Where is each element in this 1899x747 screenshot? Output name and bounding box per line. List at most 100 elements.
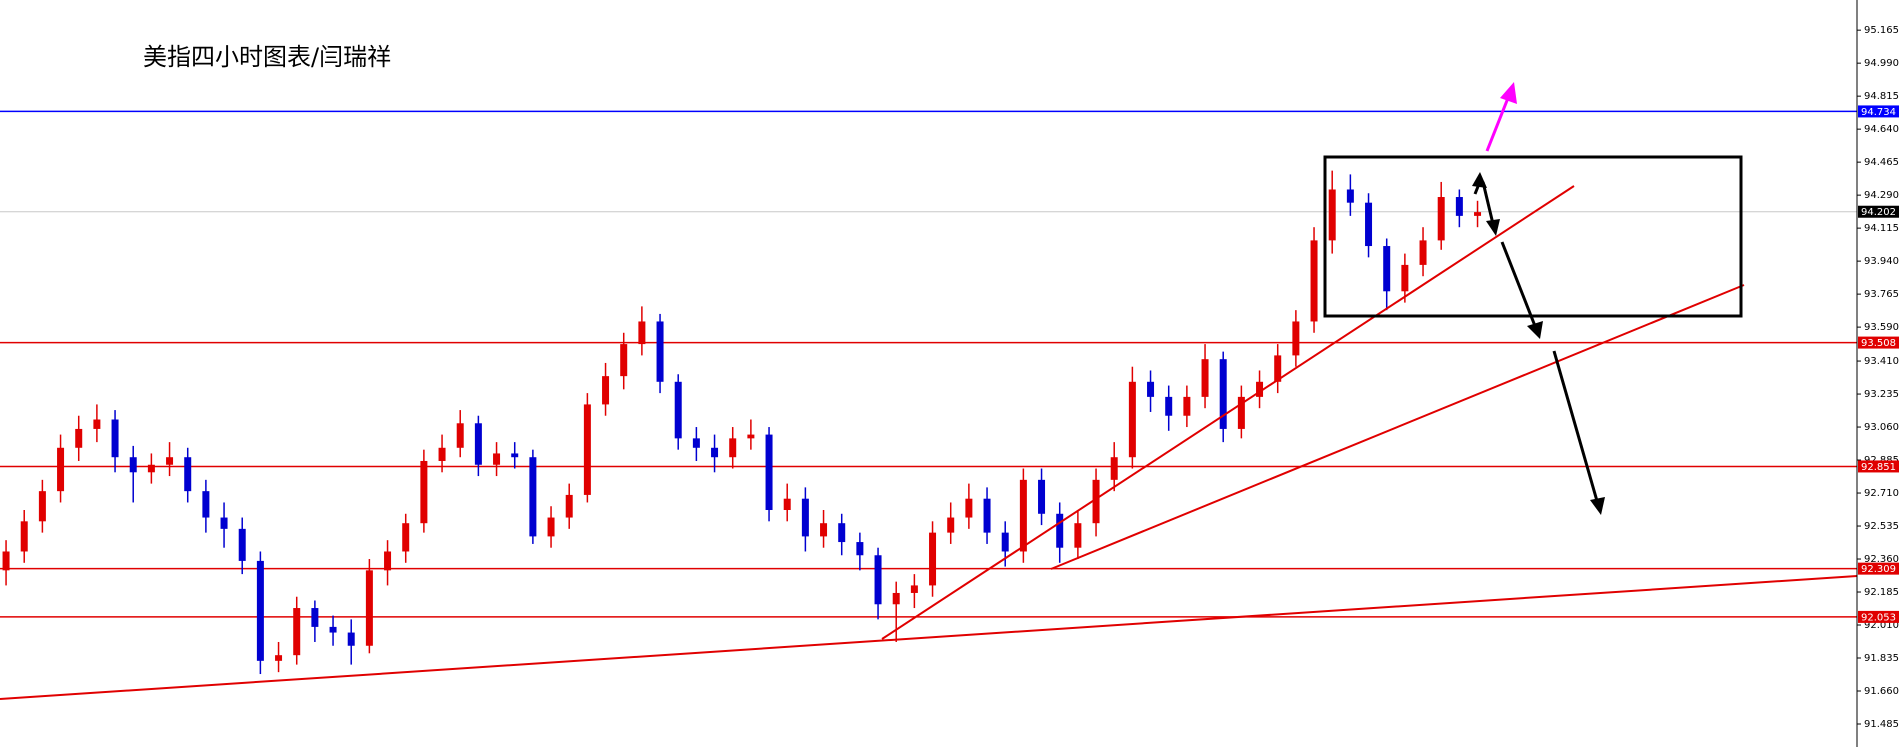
candle-body <box>129 457 137 473</box>
candle-body <box>711 447 719 458</box>
candle-body <box>1092 479 1100 524</box>
range-box <box>1323 155 1743 318</box>
candle-body <box>983 498 991 533</box>
candle-body <box>238 528 246 561</box>
candle-body <box>1219 359 1227 429</box>
arrow-head <box>1590 497 1605 515</box>
level-label-box <box>1858 105 1899 118</box>
candle-body <box>838 523 846 543</box>
y-tick-label: 92.010 <box>1864 620 1899 631</box>
arrow-head <box>1500 82 1517 104</box>
level-label-box <box>1858 460 1899 473</box>
candle-body <box>820 523 828 537</box>
trend-line <box>0 575 1858 700</box>
levels <box>0 110 1857 618</box>
candle-body <box>1455 197 1463 216</box>
candle-body <box>1365 202 1373 247</box>
candle-body <box>529 457 537 537</box>
candle-body <box>202 491 210 518</box>
candle-body <box>565 494 573 518</box>
level-label: 92.851 <box>1861 462 1896 473</box>
candle-body <box>638 321 646 345</box>
candle-body <box>365 570 373 646</box>
candle-body <box>1147 381 1155 397</box>
candle-body <box>620 344 628 377</box>
candle-body <box>1383 246 1391 292</box>
candle-body <box>2 551 10 571</box>
candle-body <box>1310 240 1318 322</box>
candle-body <box>1346 189 1354 203</box>
y-tick-label: 93.410 <box>1864 356 1899 367</box>
level-label: 93.508 <box>1861 338 1896 349</box>
candle-body <box>929 532 937 586</box>
y-tick-label: 94.115 <box>1864 223 1899 234</box>
candle-body <box>692 438 700 448</box>
level-label-box <box>1858 336 1899 349</box>
candle-body <box>947 517 955 533</box>
y-tick-label: 92.535 <box>1864 521 1899 532</box>
candle-body <box>765 434 773 511</box>
y-tick-label: 94.990 <box>1864 58 1899 69</box>
chart-title: 美指四小时图表/闫瑞祥 <box>143 43 391 71</box>
candle-body <box>275 655 283 661</box>
candle-body <box>1056 513 1064 548</box>
trend-line <box>881 185 1575 640</box>
candle-body <box>583 404 591 495</box>
candle-body <box>729 438 737 458</box>
annotations <box>0 82 1858 700</box>
candle-body <box>856 542 864 556</box>
y-tick-label: 91.835 <box>1864 653 1899 664</box>
candle-body <box>347 632 355 646</box>
y-tick-label: 92.710 <box>1864 488 1899 499</box>
level-label: 92.309 <box>1861 564 1896 575</box>
candle-body <box>420 460 428 524</box>
candle-body <box>166 457 174 465</box>
candle-body <box>965 498 973 518</box>
candle-body <box>1256 381 1264 397</box>
y-tick-label: 91.485 <box>1864 719 1899 730</box>
y-tick-label: 94.640 <box>1864 124 1899 135</box>
y-tick-label: 94.815 <box>1864 91 1899 102</box>
candle-body <box>402 523 410 552</box>
y-tick-label: 93.235 <box>1864 389 1899 400</box>
candle-body <box>1292 321 1300 356</box>
y-tick-label: 93.940 <box>1864 256 1899 267</box>
candle-body <box>20 521 28 552</box>
candle-body <box>1074 523 1082 548</box>
arrow-head <box>1527 321 1543 339</box>
level-label-box <box>1858 610 1899 623</box>
candle-body <box>1001 532 1009 552</box>
candle-body <box>1419 240 1427 265</box>
level-labels: 94.734 94.202 93.508 92.851 92.309 92.053 <box>1858 105 1899 623</box>
candle-body <box>256 560 264 661</box>
y-tick-label: 93.765 <box>1864 289 1899 300</box>
y-tick-label: 92.185 <box>1864 587 1899 598</box>
y-tick-label: 92.360 <box>1864 554 1899 565</box>
candle-body <box>1237 396 1245 429</box>
candle-body <box>1274 355 1282 382</box>
candle-body <box>1401 264 1409 292</box>
candle-body <box>293 608 301 656</box>
candle-body <box>656 321 664 382</box>
price-axis-labels: 95.165 94.990 94.815 94.640 94.465 94.290 94.1… <box>1857 25 1899 730</box>
candles <box>2 170 1482 675</box>
y-tick-label: 91.660 <box>1864 686 1899 697</box>
candle-body <box>1437 197 1445 241</box>
candle-body <box>1328 189 1336 241</box>
level-label-box <box>1858 562 1899 575</box>
candle-body <box>111 419 119 458</box>
candle-body <box>438 447 446 461</box>
candle-body <box>329 626 337 633</box>
level-label: 94.734 <box>1861 107 1896 118</box>
arrow <box>1481 181 1495 225</box>
candle-body <box>1110 457 1118 480</box>
y-tick-label: 94.290 <box>1864 190 1899 201</box>
candle-body <box>874 555 882 605</box>
candle-body <box>674 381 682 439</box>
candle-body <box>511 453 519 458</box>
arrow <box>1500 241 1537 327</box>
candle-body <box>602 376 610 405</box>
candle-body <box>1128 381 1136 458</box>
candle-body <box>801 498 809 537</box>
